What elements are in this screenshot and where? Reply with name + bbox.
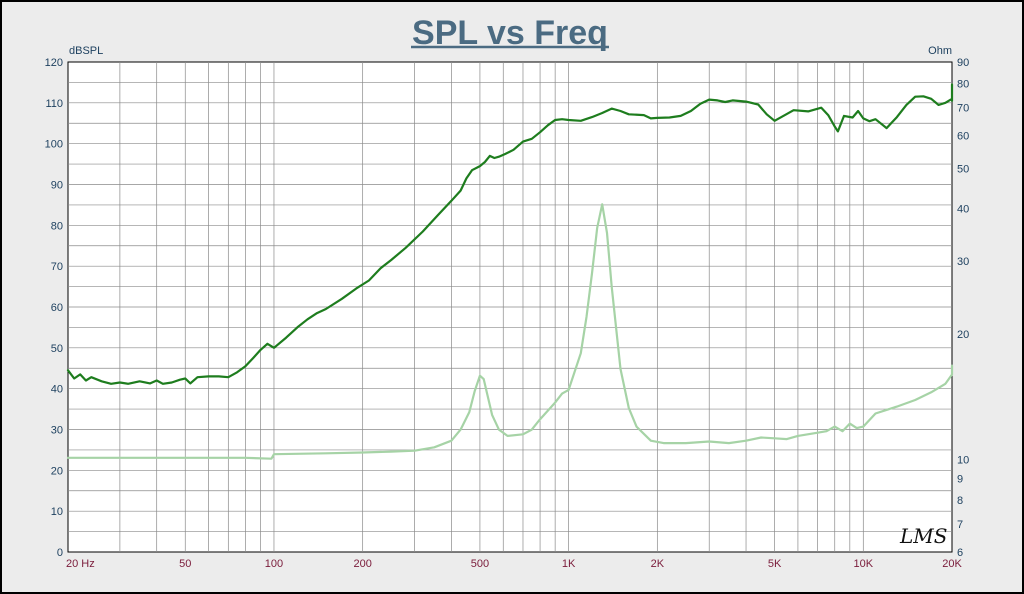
left-axis-unit: dBSPL <box>69 45 103 57</box>
tick-labels: 0 10 20 30 40 50 60 70 80 90 100 110 120 6 7 8 9 10 20 30 40… <box>45 57 970 570</box>
y-right-tick-label: 10 <box>957 455 969 467</box>
y-left-tick-label: 100 <box>45 139 63 151</box>
y-right-tick-label: 20 <box>957 329 969 341</box>
x-tick-label: 5K <box>768 558 782 570</box>
y-left-tick-label: 40 <box>51 384 63 396</box>
y-right-tick-label: 7 <box>957 519 963 531</box>
y-left-tick-label: 90 <box>51 180 63 192</box>
x-tick-label: 500 <box>471 558 489 570</box>
x-tick-label: 10K <box>854 558 874 570</box>
y-left-tick-label: 0 <box>57 547 63 559</box>
y-right-tick-label: 50 <box>957 163 969 175</box>
y-right-tick-label: 8 <box>957 495 963 507</box>
y-right-tick-label: 30 <box>957 256 969 268</box>
y-right-tick-label: 40 <box>957 204 969 216</box>
chart-title: SPL vs Freq <box>412 14 608 52</box>
y-right-tick-label: 90 <box>957 57 969 69</box>
x-tick-label: 1K <box>562 558 576 570</box>
x-tick-label: 50 <box>179 558 191 570</box>
y-left-tick-label: 120 <box>45 57 63 69</box>
y-left-tick-label: 50 <box>51 343 63 355</box>
impedance-curve <box>66 203 954 460</box>
x-tick-label: 20K <box>942 558 962 570</box>
x-tick-label: 200 <box>353 558 371 570</box>
right-axis-unit: Ohm <box>928 45 952 57</box>
y-right-tick-label: 80 <box>957 78 969 90</box>
y-left-tick-label: 60 <box>51 302 63 314</box>
lms-logo: LMS <box>899 524 947 548</box>
y-right-tick-label: 60 <box>957 130 969 142</box>
y-right-tick-label: 6 <box>957 547 963 559</box>
y-right-tick-label: 70 <box>957 102 969 114</box>
series-layer <box>66 83 954 460</box>
x-tick-label: 100 <box>265 558 283 570</box>
y-left-tick-label: 30 <box>51 425 63 437</box>
y-left-tick-label: 70 <box>51 261 63 273</box>
x-tick-label: 2K <box>651 558 665 570</box>
grid-lines <box>68 62 952 552</box>
spl-curve <box>66 83 954 385</box>
y-left-tick-label: 110 <box>45 98 63 110</box>
y-left-tick-label: 80 <box>51 220 63 232</box>
y-left-tick-label: 10 <box>51 506 63 518</box>
y-right-tick-label: 9 <box>957 474 963 486</box>
y-left-tick-label: 20 <box>51 465 63 477</box>
x-tick-label: 20 Hz <box>66 558 95 570</box>
